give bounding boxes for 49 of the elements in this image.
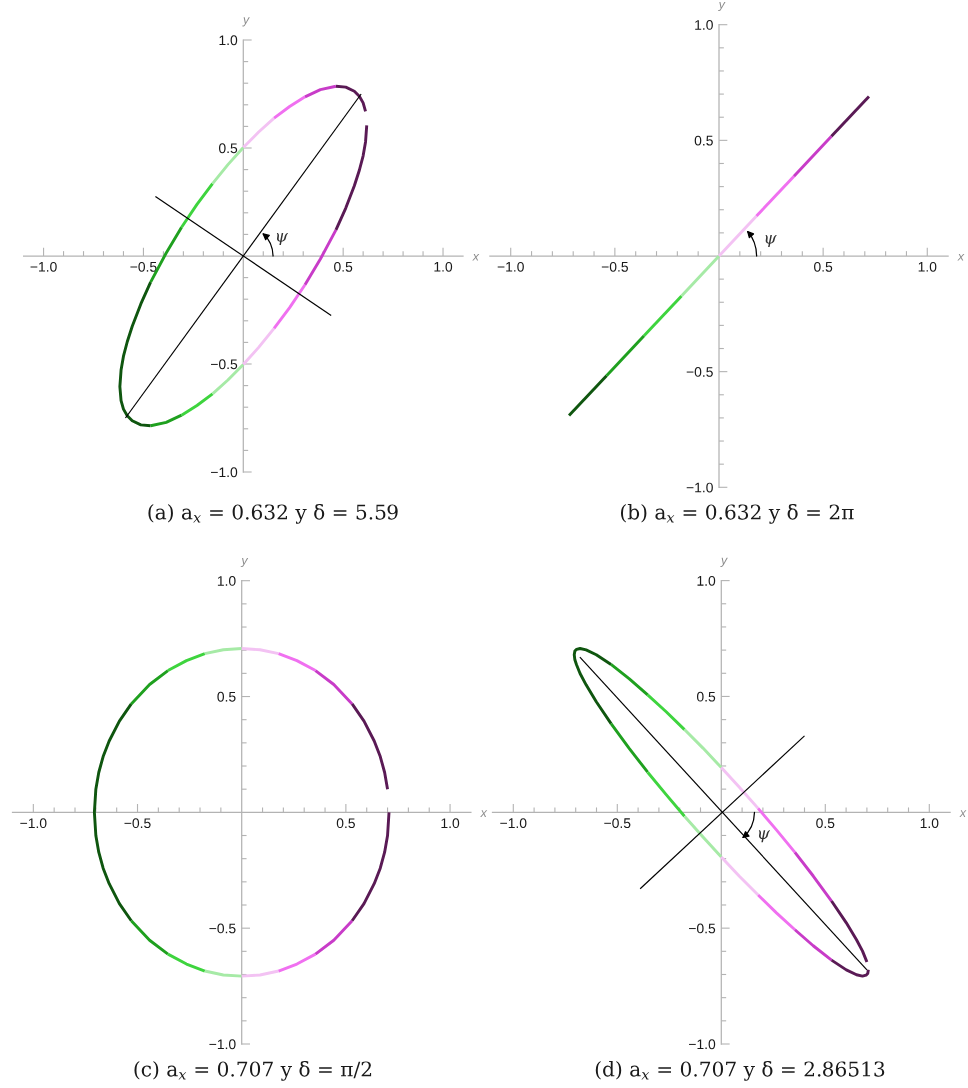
x-axis-title: x — [480, 810, 488, 817]
y-tick-label: 1.0 — [217, 576, 236, 586]
y-tick-label: −0.5 — [211, 359, 238, 370]
y-axis-title: y — [717, 1, 726, 12]
y-axis-title: y — [242, 17, 250, 27]
x-tick-label: 1.0 — [441, 818, 460, 829]
y-tick-label: 0.5 — [218, 143, 238, 154]
text: (c) a$_{x}$ = 0.707 y δ = π/2 — [134, 1060, 372, 1081]
x-axis-title: x — [472, 254, 480, 261]
x-tick-label: 0.5 — [814, 261, 833, 272]
x-tick-label: 0.5 — [334, 261, 353, 272]
y-tick-label: 0.5 — [696, 691, 716, 702]
y-tick-label: 1.0 — [695, 20, 713, 30]
y-tick-label: −1.0 — [689, 1039, 716, 1050]
x-tick-label: −1.0 — [497, 261, 524, 272]
y-tick-label: −1.0 — [209, 1039, 236, 1050]
line-series — [572, 647, 613, 726]
x-tick-label: −0.5 — [130, 261, 157, 272]
y-tick-label: −0.5 — [209, 923, 236, 934]
x-axis-title: x — [957, 254, 965, 261]
x-tick-label: −0.5 — [604, 818, 631, 829]
y-tick-label: 1.0 — [697, 575, 716, 586]
x-tick-label: −1.0 — [30, 261, 57, 272]
y-tick-label: −1.0 — [211, 467, 238, 478]
y-axis-title: y — [240, 557, 249, 568]
x-tick-label: 0.5 — [816, 818, 835, 829]
text: (a) a$_{x}$ = 0.632 y δ = 5.59 — [148, 503, 398, 524]
y-tick-label: 1.0 — [219, 35, 238, 46]
x-tick-label: −0.5 — [601, 261, 628, 272]
annotation: ψ — [765, 234, 777, 248]
x-tick-label: 0.5 — [336, 818, 355, 829]
x-tick-label: −1.0 — [20, 818, 47, 829]
x-tick-label: 1.0 — [434, 261, 453, 272]
annotation: ψ — [758, 830, 770, 843]
y-axis-title: y — [720, 557, 728, 567]
x-tick-label: −1.0 — [500, 818, 527, 829]
annotation: ψ — [276, 232, 288, 246]
x-tick-label: 1.0 — [920, 818, 939, 829]
x-axis-title: x — [959, 810, 967, 817]
x-tick-label: −0.5 — [124, 818, 151, 829]
line-series — [118, 280, 153, 428]
text: (b) a$_{x}$ = 0.632 y δ = 2π — [620, 503, 854, 524]
y-tick-label: −0.5 — [686, 366, 713, 377]
y-tick-label: 0.5 — [694, 135, 713, 146]
y-tick-label: −0.5 — [689, 923, 716, 934]
y-tick-label: 0.5 — [217, 691, 236, 702]
x-tick-label: 1.0 — [918, 261, 937, 272]
text: (d) a$_{x}$ = 0.707 y δ = 2.86513 — [595, 1060, 885, 1081]
y-tick-label: −1.0 — [686, 482, 713, 493]
